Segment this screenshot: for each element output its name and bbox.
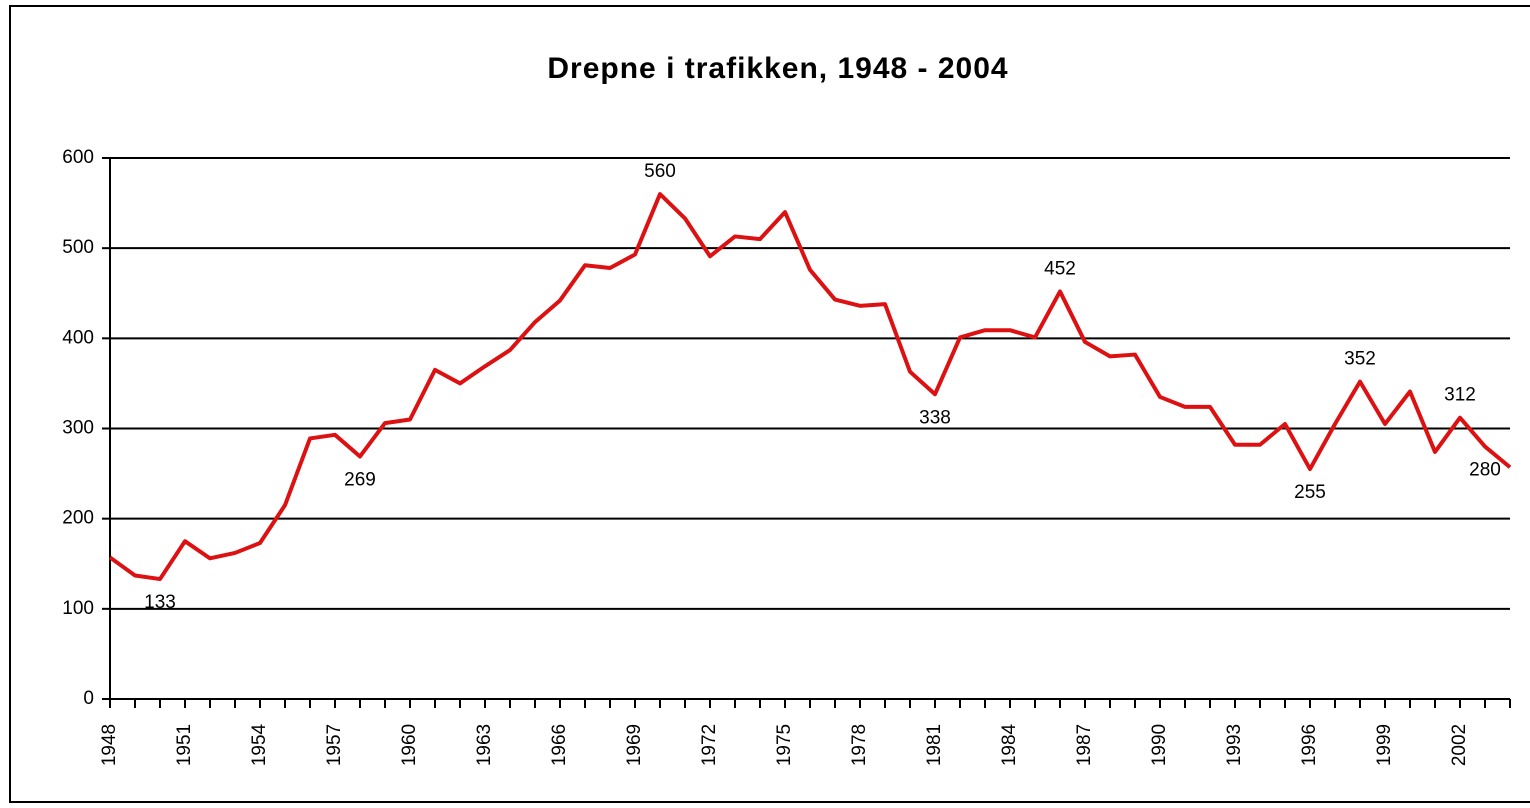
data-label: 560 <box>644 161 676 182</box>
data-label: 452 <box>1044 258 1076 279</box>
y-tick-label: 400 <box>62 327 94 348</box>
x-tick-label: 1957 <box>324 724 345 766</box>
x-tick-label: 1996 <box>1299 724 1320 766</box>
y-tick-label: 0 <box>83 688 94 709</box>
y-tick-label: 100 <box>62 598 94 619</box>
x-tick-label: 1963 <box>474 724 495 766</box>
data-label: 269 <box>344 469 376 490</box>
x-tick-label: 1969 <box>624 724 645 766</box>
data-label: 255 <box>1294 482 1326 503</box>
x-tick-label: 1981 <box>924 724 945 766</box>
x-tick-label: 1975 <box>774 724 795 766</box>
x-tick-label: 1960 <box>399 724 420 766</box>
y-tick-label: 600 <box>62 147 94 168</box>
chart-title: Drepne i trafikken, 1948 - 2004 <box>547 52 1008 85</box>
chart-frame <box>9 5 1530 803</box>
x-tick-label: 1966 <box>549 724 570 766</box>
x-tick-label: 1993 <box>1224 724 1245 766</box>
x-tick-label: 1984 <box>999 723 1020 766</box>
y-tick-label: 500 <box>62 237 94 258</box>
data-label: 352 <box>1344 349 1376 370</box>
x-tick-label: 1972 <box>699 724 720 766</box>
y-tick-label: 300 <box>62 418 94 439</box>
x-tick-label: 1987 <box>1074 724 1095 766</box>
data-label: 280 <box>1469 460 1501 481</box>
x-tick-label: 1954 <box>249 723 270 766</box>
data-label: 133 <box>144 592 176 613</box>
x-tick-label: 1978 <box>849 724 870 766</box>
data-label: 338 <box>919 407 951 428</box>
x-tick-label: 1948 <box>99 724 120 766</box>
x-tick-label: 2002 <box>1449 724 1470 766</box>
data-label: 312 <box>1444 385 1476 406</box>
line-series <box>108 192 1512 582</box>
x-tick-label: 1951 <box>174 724 195 766</box>
y-tick-label: 200 <box>62 508 94 529</box>
x-tick-label: 1999 <box>1374 724 1395 766</box>
x-tick-label: 1990 <box>1149 724 1170 766</box>
